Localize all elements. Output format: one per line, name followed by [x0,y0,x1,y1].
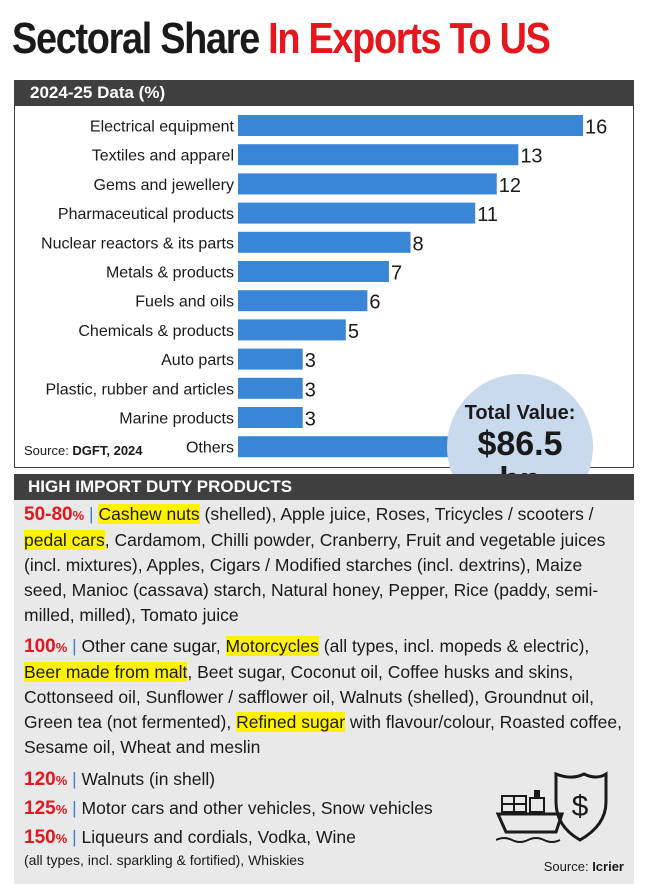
duty-text: Motor cars and other vehicles, Snow vehi… [76,798,433,818]
duty-rate-value: 100 [24,636,56,657]
divider: | [72,636,77,656]
value-label: 3 [305,409,316,431]
duty-source-name: Icrier [592,859,624,874]
bar [238,144,519,166]
highlight-item: Beer made from malt [24,662,188,682]
bar-chart: Electrical equipment 16 Textiles and appar… [41,115,607,460]
duty-text: , Beet sugar, Coconut oil, Coffee husks … [24,662,595,732]
category-label: Textiles and apparel [92,148,234,165]
duty-rate-pct: % [55,640,68,655]
chart-panel: Electrical equipment 16 Textiles and appar… [14,106,634,520]
infographic: Sectoral Share In Exports To US 2024-25 … [10,6,638,884]
duty-rate: 50-80% [24,504,84,525]
duty-text: with flavour/colour, Roasted coffee, Ses… [24,712,622,757]
category-label: Chemicals & products [78,323,234,340]
duty-rate-value: 150 [24,827,56,848]
duty-source-prefix: Source: [543,859,593,874]
value-label: 8 [413,233,424,255]
duty-text: Other cane sugar, [76,636,226,656]
duty-group-150: 150% | Liqueurs and cordials, Vodka, Win… [24,825,622,851]
value-label: 5 [348,321,359,343]
duty-rate-value: 125 [24,798,56,819]
category-label: Electrical equipment [90,119,235,136]
category-label: Gems and jewellery [94,177,235,194]
category-label: Marine products [119,411,234,428]
divider: | [72,798,77,818]
value-label: 12 [499,175,521,197]
value-label: 16 [585,117,607,139]
highlight-item: Cashew nuts [98,504,200,524]
duty-rate-pct: % [55,773,68,788]
duty-section-heading: HIGH IMPORT DUTY PRODUCTS [14,474,634,500]
bar [238,115,583,136]
bar [238,319,346,341]
duty-group-50-80: 50-80% | Cashew nuts (shelled), Apple ju… [24,502,622,628]
duty-rate-pct: % [55,802,68,817]
total-value-amount: $86.5 [477,425,563,463]
duty-text: , Cardamom, Chilli powder, Cranberry, Fr… [24,530,606,625]
bar [238,173,497,195]
duty-section: 50-80% | Cashew nuts (shelled), Apple ju… [14,500,634,884]
bar [238,377,303,399]
category-label: Nuclear reactors & its parts [41,235,234,252]
duty-text: Liqueurs and cordials, Vodka, Wine [76,827,356,847]
duty-source: Source: Icrier [544,859,624,874]
duty-rate-pct: % [55,831,68,846]
duty-text: Walnuts (in shell) [76,769,216,789]
bar [238,348,303,370]
duty-group-100: 100% | Other cane sugar, Motorcycles (al… [24,634,622,760]
chart-source: Source: DGFT, 2024 [24,443,143,458]
duty-group-120: 120% | Walnuts (in shell) [24,767,622,793]
cargo-ship-dollar-shield-icon: $ [496,771,608,843]
value-label: 6 [369,292,380,314]
highlight-item: Motorcycles [225,636,319,656]
bar [238,407,303,428]
chart-source-prefix: Source: [24,443,73,458]
duty-rate: 100% [24,636,67,657]
value-label: 13 [520,146,542,168]
divider: | [89,504,94,524]
category-label: Auto parts [161,352,234,369]
bar [238,202,476,224]
duty-rate-value: 50-80 [24,504,73,525]
title-part-2: In Exports To US [268,14,551,63]
divider: | [72,827,77,847]
category-label: Plastic, rubber and articles [45,381,234,398]
duty-rate: 125% [24,798,67,819]
divider: | [72,769,77,789]
duty-note: (all types, incl. sparkling & fortified)… [24,852,305,868]
bar [238,231,411,253]
value-label: 11 [477,204,498,226]
category-label: Others [186,440,234,457]
page-title: Sectoral Share In Exports To US [12,6,551,72]
category-label: Fuels and oils [135,294,234,311]
bar [238,261,389,282]
highlight-item: Refined sugar [236,712,346,732]
category-label: Metals & products [106,265,234,282]
svg-text:$: $ [572,790,589,823]
duty-rate-pct: % [72,508,85,523]
total-value-label: Total Value: [464,402,576,424]
highlight-item: pedal cars [24,530,105,550]
duty-rate: 150% [24,827,67,848]
duty-rate: 120% [24,769,67,790]
duty-text: (all types, incl. mopeds & electric), [318,636,590,656]
title-part-1: Sectoral Share [12,14,260,63]
value-label: 3 [305,379,316,401]
bar [238,290,368,312]
value-label: 7 [391,263,402,285]
chart-subheader: 2024-25 Data (%) [14,80,634,106]
value-label: 3 [305,350,316,372]
duty-group-125: 125% | Motor cars and other vehicles, Sn… [24,796,622,822]
duty-text: (shelled), Apple juice, Roses, Tricycles… [199,504,594,524]
category-label: Pharmaceutical products [58,206,234,223]
chart-source-name: DGFT, 2024 [72,443,143,458]
duty-rate-value: 120 [24,769,56,790]
